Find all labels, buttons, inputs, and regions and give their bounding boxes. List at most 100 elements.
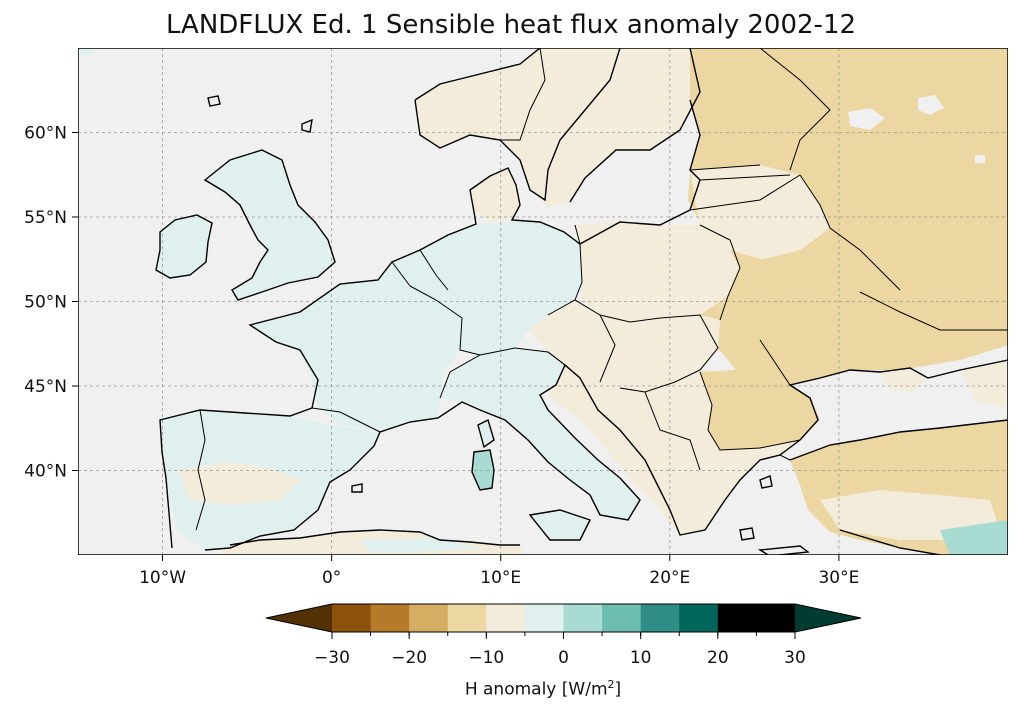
colorbar-bin <box>447 604 487 632</box>
coastline-anatolia <box>789 419 1008 461</box>
colorbar-bin <box>640 604 680 632</box>
lake-patch-russia-1 <box>848 108 885 130</box>
border-moldova <box>759 339 791 386</box>
lon-tick-label: 30°E <box>818 568 859 588</box>
border-norway-sweden <box>500 48 546 141</box>
border-baltic <box>689 164 801 211</box>
colorbar-over-triangle <box>795 604 861 632</box>
colorbar-bin <box>717 604 757 632</box>
coastline-shetland <box>301 118 313 133</box>
border-greece-turkey <box>759 454 791 461</box>
anatolia-cream-patch <box>820 490 1000 540</box>
colorbar-tick-label: −20 <box>391 648 427 668</box>
coastline-ireland <box>155 214 213 279</box>
lat-tick-label: 40°N <box>24 462 67 482</box>
lat-tick-label: 50°N <box>24 293 67 313</box>
colorbar-ticks: −30 −20 −10 0 10 20 30 <box>314 632 806 668</box>
border-germany-czech <box>547 299 631 323</box>
colorbar-bin <box>756 604 796 632</box>
lon-tick-label: 20°E <box>649 568 690 588</box>
latitude-ticks: 60°N 55°N 50°N 45°N 40°N <box>24 124 78 482</box>
caucasus-region <box>960 360 1008 410</box>
border-france-spain <box>311 407 381 433</box>
britain-region <box>205 150 335 300</box>
benelux-germany-region <box>378 222 582 355</box>
france-region <box>250 280 462 430</box>
lat-tick-label: 45°N <box>24 377 67 397</box>
map-title: LANDFLUX Ed. 1 Sensible heat flux anomal… <box>165 10 857 40</box>
colorbar-label-suffix: ] <box>614 679 622 700</box>
crimea-region <box>880 368 928 392</box>
colorbar-tick-label: 20 <box>707 648 729 668</box>
coastline-anatolia-south <box>839 529 941 555</box>
colorbar-bin <box>409 604 449 632</box>
coastline-sardinia <box>471 449 495 491</box>
colorbar-bin <box>679 604 719 632</box>
coastline-north-africa <box>229 529 520 546</box>
anomaly-fills <box>78 48 1008 555</box>
colorbar-tick-label: 0 <box>558 648 569 668</box>
colorbar-label: H anomaly [W/m2] <box>0 678 1022 700</box>
border-spain-portugal <box>195 409 206 531</box>
coastline-greek-islands-1 <box>759 475 773 489</box>
lon-tick-label: 10°E <box>480 568 521 588</box>
colorbar-label-sup: 2 <box>607 678 615 691</box>
sicily-region <box>530 510 590 540</box>
colorbar-bin <box>370 604 410 632</box>
coastline-iberia-med <box>204 359 1008 551</box>
border-finland-russia <box>759 48 831 171</box>
colorbar-bin <box>486 604 526 632</box>
colorbar-bin <box>524 604 564 632</box>
alps-italy-region <box>440 348 640 520</box>
colorbar-tick-label: −10 <box>468 648 504 668</box>
ireland-region <box>156 215 212 278</box>
colorbar-tick-label: 30 <box>784 648 806 668</box>
coastline-corsica <box>477 419 495 449</box>
colorbar-under-triangle <box>266 604 332 632</box>
colorbar-bin <box>563 604 603 632</box>
gridlines <box>78 48 1008 555</box>
coastline-scandinavia <box>414 48 621 202</box>
border-austria-hungary <box>599 314 616 383</box>
colorbar-bin <box>332 604 372 632</box>
scandinavia-region <box>415 48 720 208</box>
coastline-western-europe <box>159 99 701 549</box>
border-poland-ukraine <box>699 224 741 321</box>
poland-region <box>575 222 740 322</box>
lat-tick-label: 55°N <box>24 208 67 228</box>
coastline-faroe <box>207 95 221 107</box>
border-belgium <box>391 249 449 291</box>
lon-tick-label: 10°W <box>139 568 186 588</box>
lat-tick-label: 60°N <box>24 124 67 144</box>
colorbar-bins <box>332 604 796 632</box>
coastline-balearic <box>351 483 363 493</box>
coastline-greek-islands-2 <box>739 527 755 541</box>
border-hungary <box>629 314 719 371</box>
sardinia-region <box>472 450 494 490</box>
border-balkans-2 <box>644 391 701 471</box>
coastline-gulf-bothnia <box>569 48 701 203</box>
lon-tick-label: 0° <box>322 568 341 588</box>
coastline-sicily <box>528 509 591 541</box>
colorbar-bin <box>602 604 642 632</box>
romania-bulgaria-region <box>700 370 820 450</box>
border-romania <box>699 371 801 451</box>
longitude-ticks: 10°W 0° 10°E 20°E 30°E <box>139 555 859 588</box>
country-borders <box>195 48 1008 531</box>
lake-patch-russia-3 <box>975 155 985 163</box>
coastline-britain <box>203 149 336 301</box>
border-balkans-1 <box>619 369 701 393</box>
colorbar-tick-label: −30 <box>314 648 350 668</box>
north-africa-teal-patch <box>360 538 480 552</box>
iberia-cream-patch <box>178 462 300 505</box>
border-france-germany <box>409 285 481 356</box>
colorbar-label-prefix: H anomaly [W/m <box>464 679 608 700</box>
coastline-crete <box>757 545 810 555</box>
finland-russia-region <box>688 48 1008 330</box>
border-ukraine-russia <box>859 291 1008 331</box>
central-europe-region <box>528 300 720 392</box>
iceland-region <box>78 48 96 56</box>
coastlines <box>155 48 1008 555</box>
baltic-region <box>690 165 830 260</box>
